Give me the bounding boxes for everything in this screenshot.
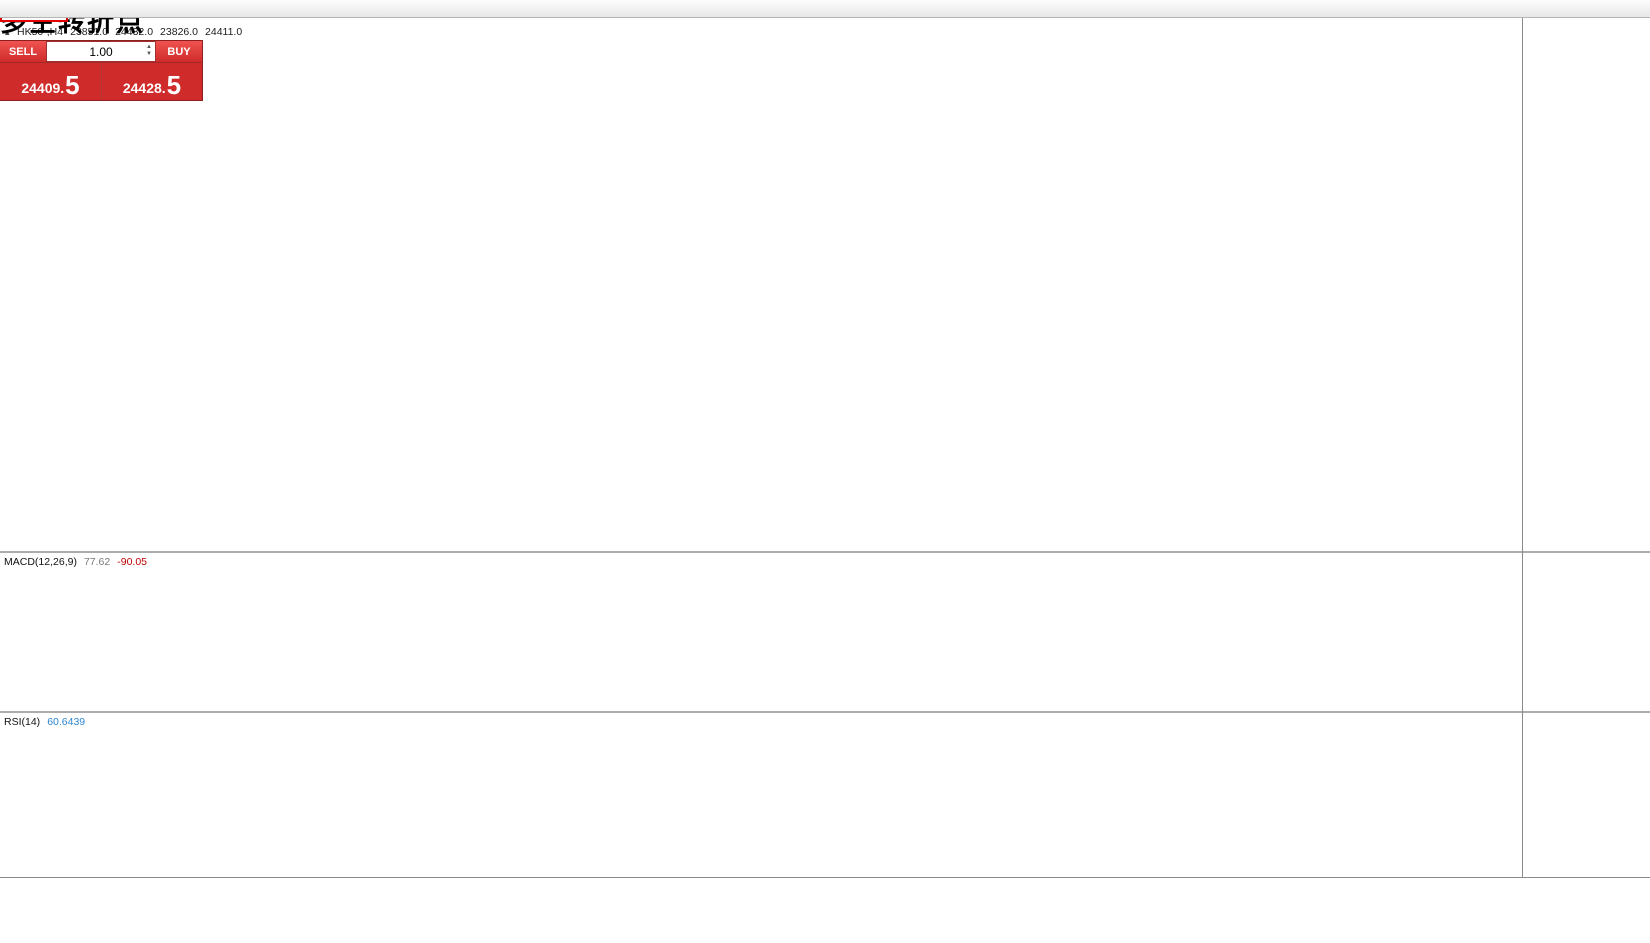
one-click-trading-panel: SELL 1.00 ▲ ▼ BUY 24409. 5 24428. 5	[0, 41, 202, 100]
volume-increase-button[interactable]: ▲	[146, 44, 152, 50]
price-axis-separator	[1522, 18, 1523, 877]
main-chart-canvas[interactable]	[0, 18, 1522, 551]
price-axis[interactable]	[1523, 0, 1650, 878]
buy-price-main: 24428.	[122, 80, 166, 96]
time-axis[interactable]	[0, 877, 1650, 900]
macd-canvas[interactable]	[0, 553, 1522, 711]
volume-value: 1.00	[89, 44, 113, 59]
sell-price[interactable]: 24409. 5	[0, 63, 101, 100]
rsi-value: 60.6439	[47, 716, 86, 728]
volume-input[interactable]: 1.00 ▲ ▼	[46, 41, 156, 62]
sell-button[interactable]: SELL	[0, 41, 46, 62]
bar-open-value: 23851.0	[70, 26, 109, 38]
chart-header: HK50-,H4 23851.0 24432.0 23826.0 24411.0	[17, 26, 242, 38]
bar-high-value: 24432.0	[115, 26, 154, 38]
rsi-canvas[interactable]	[0, 713, 1522, 877]
sell-price-big-digit: 5	[65, 69, 80, 100]
one-click-collapse-toggle[interactable]: ▴	[5, 27, 10, 37]
volume-decrease-button[interactable]: ▼	[146, 51, 152, 58]
toolbar	[0, 0, 1650, 18]
sell-price-main: 24409.	[21, 80, 65, 96]
bar-close-value: 24411.0	[205, 26, 243, 38]
pane-separator-macd[interactable]	[0, 551, 1650, 553]
macd-label: MACD(12,26,9) 77.62 -90.05	[4, 556, 147, 568]
symbol-period-label: HK50-,H4	[17, 26, 64, 38]
macd-signal-value: -90.05	[117, 556, 148, 568]
rsi-name: RSI(14)	[4, 716, 41, 728]
rsi-label: RSI(14) 60.6439	[4, 716, 85, 728]
pane-separator-rsi[interactable]	[0, 711, 1650, 713]
buy-button[interactable]: BUY	[156, 41, 202, 62]
buy-price-big-digit: 5	[166, 69, 182, 100]
macd-main-value: 77.62	[83, 556, 111, 568]
buy-price[interactable]: 24428. 5	[101, 63, 202, 100]
bar-low-value: 23826.0	[160, 26, 199, 38]
macd-name: MACD(12,26,9)	[4, 556, 77, 568]
